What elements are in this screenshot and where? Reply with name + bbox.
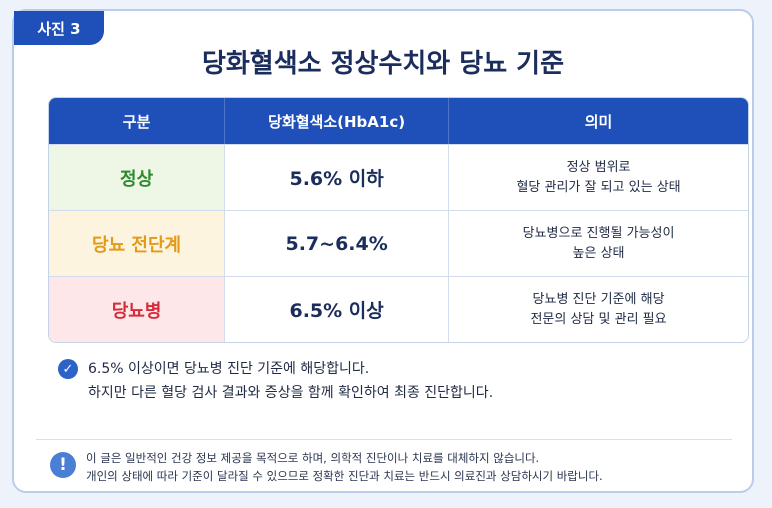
header-category: 구분 [49,98,226,144]
hba1c-table: 구분 당화혈색소(HbA1c) 의미 정상 5.6% 이하 정상 범위로 혈당 … [48,97,749,343]
disclaimer-box: ! 이 글은 일반적인 건강 정보 제공을 목적으로 하며, 의학적 진단이나 … [36,439,732,490]
table-row: 당뇨병 6.5% 이상 당뇨병 진단 기준에 해당 전문의 상담 및 관리 필요 [49,276,748,342]
meaning-cell: 정상 범위로 혈당 관리가 잘 되고 있는 상태 [449,144,748,210]
header-meaning: 의미 [449,98,748,144]
note-line-1: 6.5% 이상이면 당뇨병 진단 기준에 해당합니다. [88,361,370,377]
check-circle-icon: ✓ [58,359,78,379]
value-cell: 5.7~6.4% [225,210,450,276]
meaning-line: 높은 상태 [572,245,625,261]
meaning-line: 전문의 상담 및 관리 필요 [530,311,667,327]
disclaimer-line-1: 이 글은 일반적인 건강 정보 제공을 목적으로 하며, 의학적 진단이나 치료… [86,451,540,465]
value-cell: 5.6% 이하 [225,144,450,210]
note-line-2: 하지만 다른 혈당 검사 결과와 증상을 함께 확인하여 최종 진단합니다. [88,385,494,401]
category-cell: 당뇨병 [49,276,226,342]
meaning-line: 혈당 관리가 잘 되고 있는 상태 [516,179,681,195]
meaning-line: 정상 범위로 [566,159,631,175]
header-hba1c: 당화혈색소(HbA1c) [225,98,450,144]
category-diabetes: 당뇨병 [111,300,162,322]
photo-tag: 사진 3 [14,11,104,45]
meaning-cell: 당뇨병 진단 기준에 해당 전문의 상담 및 관리 필요 [449,276,748,342]
meaning-line: 당뇨병 진단 기준에 해당 [532,291,665,307]
value-normal: 5.6% 이하 [289,168,384,190]
info-card: 사진 3 당화혈색소 정상수치와 당뇨 기준 구분 당화혈색소(HbA1c) 의… [12,9,754,493]
table-row: 정상 5.6% 이하 정상 범위로 혈당 관리가 잘 되고 있는 상태 [49,144,748,210]
category-prediabetes: 당뇨 전단계 [92,234,182,256]
category-cell: 당뇨 전단계 [49,210,226,276]
value-cell: 6.5% 이상 [225,276,450,342]
table-row: 당뇨 전단계 5.7~6.4% 당뇨병으로 진행될 가능성이 높은 상태 [49,210,748,276]
category-cell: 정상 [49,144,226,210]
meaning-cell: 당뇨병으로 진행될 가능성이 높은 상태 [449,210,748,276]
meaning-line: 당뇨병으로 진행될 가능성이 [522,225,675,241]
exclamation-circle-icon: ! [50,452,76,478]
page-title: 당화혈색소 정상수치와 당뇨 기준 [201,49,565,79]
table-header-row: 구분 당화혈색소(HbA1c) 의미 [49,98,748,144]
value-diabetes: 6.5% 이상 [289,300,384,322]
category-normal: 정상 [120,168,154,190]
disclaimer-line-2: 개인의 상태에 따라 기준이 달라질 수 있으므로 정확한 진단과 치료는 반드… [86,469,603,483]
value-prediabetes: 5.7~6.4% [285,232,388,255]
